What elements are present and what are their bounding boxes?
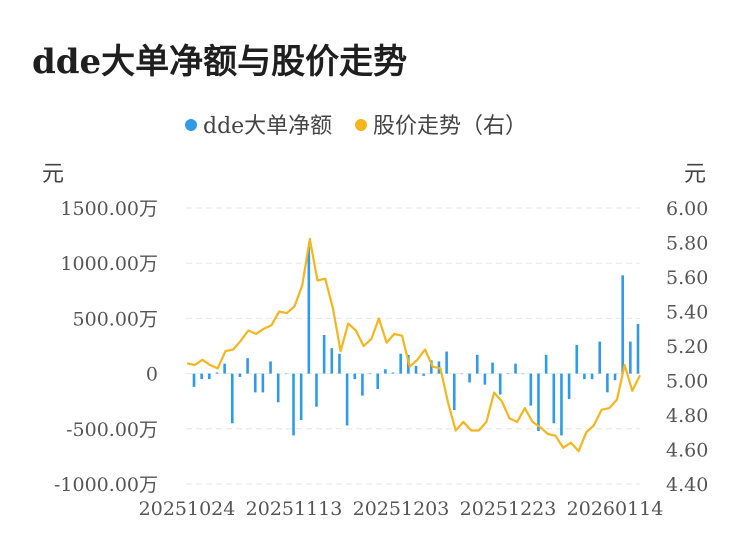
x-tick-label: 20260114	[567, 498, 664, 520]
bar	[261, 373, 265, 393]
bar	[460, 373, 464, 375]
bar	[238, 373, 242, 377]
right-tick-label: 5.00	[666, 371, 708, 393]
left-tick-label: 1000.00万	[60, 253, 158, 275]
bar	[575, 344, 579, 374]
bar	[498, 373, 502, 395]
right-tick-label: 5.20	[666, 336, 708, 358]
bar	[253, 373, 257, 393]
bar	[208, 373, 211, 380]
bar	[430, 360, 433, 374]
bar	[330, 348, 334, 374]
bar	[521, 373, 525, 375]
bar	[613, 373, 617, 381]
legend-label-line: 股价走势（右）	[373, 114, 528, 139]
bar	[307, 246, 311, 374]
bar	[391, 372, 395, 374]
bar	[506, 373, 510, 375]
legend-item-line[interactable]: 股价走势（右）	[355, 108, 527, 140]
left-tick-label: 0	[146, 364, 158, 386]
bar	[322, 334, 326, 374]
bar	[299, 373, 303, 420]
chart-title: dde大单净额与股价走势	[32, 42, 408, 82]
bar	[452, 373, 456, 411]
bar	[284, 373, 288, 375]
bar	[567, 373, 571, 399]
left-tick-label: -500.00万	[66, 419, 158, 441]
bar	[399, 353, 402, 374]
bar	[537, 373, 540, 432]
price-line	[186, 237, 641, 453]
legend-dot-bars-icon	[185, 119, 197, 131]
bar	[215, 372, 219, 374]
left-tick-label: 500.00万	[73, 308, 158, 330]
legend: dde大单净额 股价走势（右）	[0, 108, 750, 140]
right-tick-label: 6.00	[666, 198, 708, 220]
x-tick-label: 20251024	[139, 498, 236, 520]
left-tick-label: 1500.00万	[60, 198, 158, 220]
bar	[353, 373, 357, 380]
bar	[590, 373, 594, 380]
bar	[414, 365, 418, 374]
legend-item-bars[interactable]: dde大单净额	[185, 108, 332, 140]
right-tick-label: 4.80	[666, 405, 708, 427]
x-tick-label: 20251203	[353, 498, 450, 520]
right-tick-label: 4.60	[666, 440, 708, 462]
bar	[230, 373, 234, 424]
bar	[361, 373, 364, 396]
bar	[200, 373, 203, 380]
bar	[621, 275, 624, 374]
bar	[246, 358, 249, 374]
bar	[475, 354, 479, 374]
left-tick-label: -1000.00万	[54, 474, 158, 496]
bar	[276, 373, 280, 403]
bar	[345, 373, 349, 426]
bar	[269, 361, 272, 374]
bar	[384, 369, 387, 374]
bar	[292, 373, 295, 436]
bar	[491, 362, 494, 374]
bar	[636, 323, 640, 374]
bar	[368, 373, 372, 375]
x-tick-label: 20251113	[246, 498, 343, 520]
bar	[338, 353, 341, 374]
legend-dot-line-icon	[355, 119, 367, 131]
right-axis-unit: 元	[684, 162, 707, 187]
right-tick-label: 5.40	[666, 302, 708, 324]
legend-label-bars: dde大单净额	[203, 114, 333, 139]
bar	[552, 373, 556, 424]
bar	[598, 341, 602, 374]
bar	[514, 363, 517, 374]
bar	[606, 373, 609, 393]
bar	[445, 351, 448, 374]
bar	[223, 363, 226, 374]
bar	[629, 341, 632, 374]
bar	[468, 373, 471, 383]
bar	[192, 373, 196, 387]
x-tick-label: 20251223	[460, 498, 557, 520]
left-axis-unit: 元	[42, 162, 65, 187]
bar	[422, 373, 425, 376]
bar	[483, 373, 487, 385]
right-tick-label: 5.80	[666, 233, 708, 255]
bar	[583, 373, 586, 380]
bar	[560, 373, 563, 436]
bar	[315, 373, 318, 407]
bar	[376, 373, 380, 390]
right-tick-label: 4.40	[666, 474, 708, 496]
bar	[544, 354, 548, 374]
right-tick-label: 5.60	[666, 267, 708, 289]
bar	[529, 373, 533, 406]
